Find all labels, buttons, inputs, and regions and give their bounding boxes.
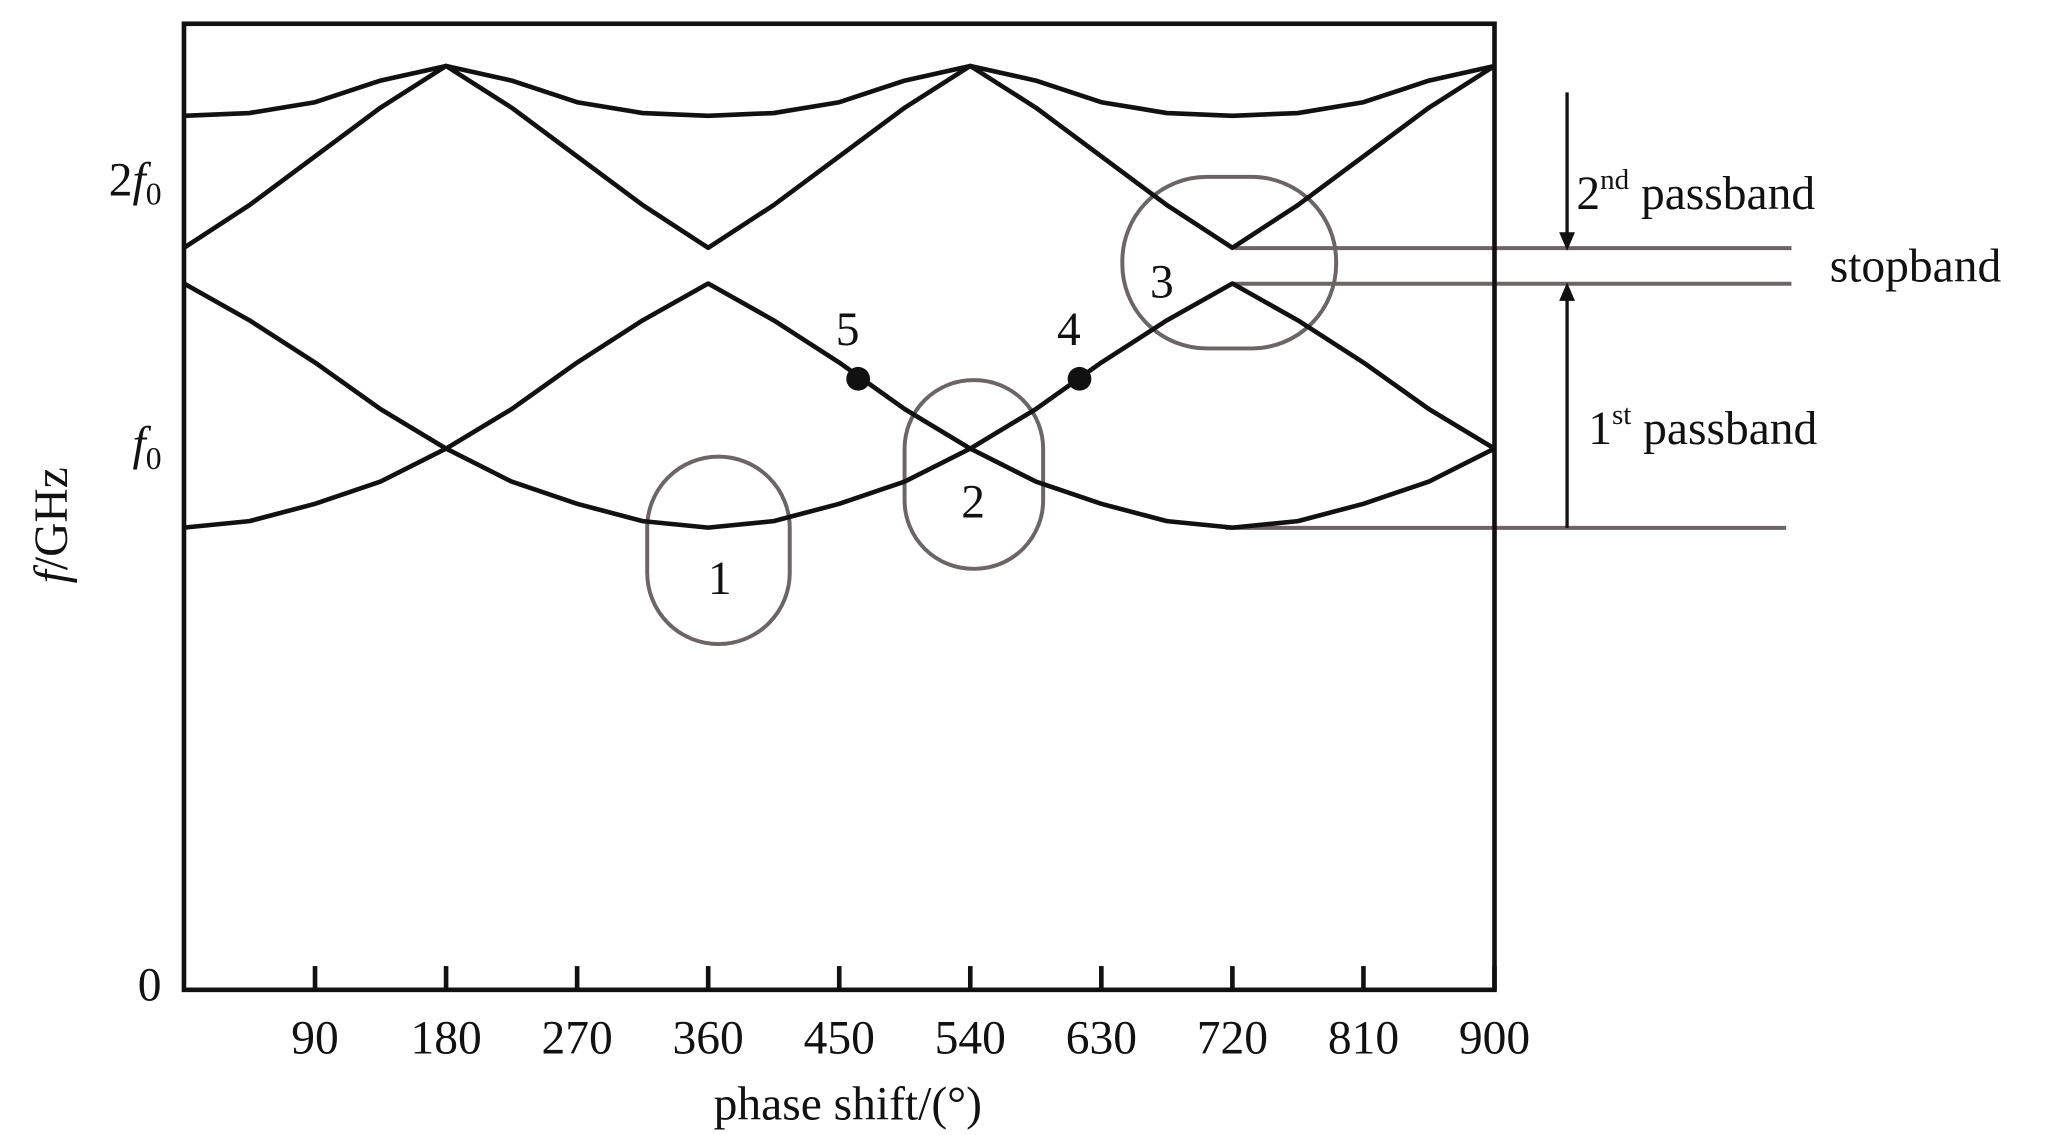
point-label: 5: [836, 304, 860, 356]
x-tick-label: 180: [410, 1013, 481, 1065]
x-tick-label: 450: [804, 1013, 875, 1065]
annotation: 1: [708, 553, 732, 605]
x-tick-label: 810: [1328, 1013, 1399, 1065]
x-axis-label: phase shift/(°): [714, 1079, 982, 1131]
annotation: 2nd passband: [1576, 164, 1815, 220]
arrow-head: [1559, 282, 1576, 301]
x-tick-label: 540: [935, 1013, 1006, 1065]
x-tick-label: 360: [673, 1013, 744, 1065]
y-tick-label: 2f0: [109, 154, 162, 212]
x-tick-label: 630: [1066, 1013, 1137, 1065]
annotation: 3: [1150, 256, 1174, 308]
arrow-head: [1559, 232, 1576, 251]
dispersion-curve: [182, 281, 1496, 530]
x-tick-label: 270: [542, 1013, 613, 1065]
annotation: 1st passband: [1588, 399, 1817, 455]
y-tick-label: 0: [138, 960, 162, 1012]
dispersion-curve: [182, 63, 1496, 251]
x-tick-label: 90: [291, 1013, 339, 1065]
dispersion-curve: [183, 63, 1495, 119]
region-outline: [645, 454, 792, 647]
operating-point: [846, 366, 871, 391]
region-outline: [902, 378, 1046, 571]
plot-frame: [181, 21, 1497, 993]
dispersion-curve: [183, 281, 1496, 530]
region-outline: [1120, 174, 1339, 351]
annotation: stopband: [1830, 240, 2002, 292]
x-tick-label: 720: [1197, 1013, 1268, 1065]
operating-point: [1067, 366, 1092, 391]
arrows: [1559, 92, 1576, 528]
y-tick-label: f0: [133, 419, 162, 477]
y-axis-label: f/GHz: [26, 467, 78, 583]
annotation-shapes: [645, 174, 1792, 647]
x-tick-label: 900: [1459, 1013, 1530, 1065]
annotation: 2: [961, 477, 985, 529]
point-label: 4: [1057, 304, 1081, 356]
